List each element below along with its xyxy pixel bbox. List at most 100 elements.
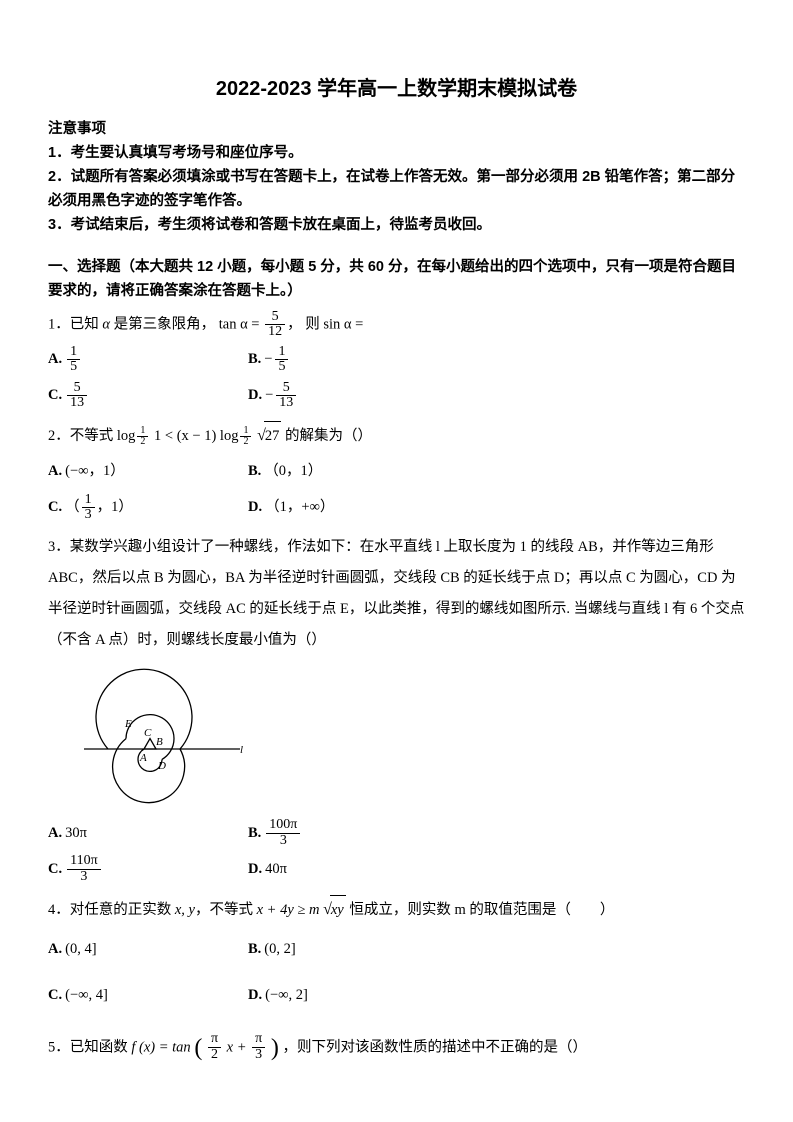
q2-sqrt: 27 bbox=[257, 420, 281, 452]
opt-label-a: A. bbox=[48, 348, 62, 371]
q2-c-den: 3 bbox=[82, 508, 95, 523]
q2-options-2: C. （ 13 ，1） D.（1，+∞） bbox=[48, 490, 745, 526]
q3-c-den: 3 bbox=[67, 870, 101, 885]
q1-a-den: 5 bbox=[67, 360, 80, 375]
q2-prefix: 2．不等式 bbox=[48, 428, 117, 444]
opt-label-b: B. bbox=[248, 822, 261, 845]
q2-base1: 12 bbox=[137, 426, 148, 448]
q2-radicand: 27 bbox=[264, 421, 282, 451]
page-title: 2022-2023 学年高一上数学期末模拟试卷 bbox=[48, 72, 745, 101]
svg-text:D: D bbox=[157, 760, 166, 772]
q3-a-val: 30π bbox=[65, 822, 87, 845]
q5-mid: x + bbox=[227, 1039, 247, 1055]
question-2: 2．不等式 log12 1 < (x − 1) log12 27 的解集为（） bbox=[48, 420, 745, 452]
instruction-1: 1．考生要认真填写考场号和座位序号。 bbox=[48, 142, 745, 166]
q1-prefix: 1．已知 bbox=[48, 316, 102, 332]
q3-figure: A B C D E l bbox=[48, 665, 745, 810]
q1-tan-den: 12 bbox=[265, 325, 285, 340]
q4-d-val: (−∞, 2] bbox=[265, 984, 308, 1007]
opt-label-b: B. bbox=[248, 460, 261, 483]
q2-log1: log bbox=[117, 428, 136, 444]
q4-a-val: (0, 4] bbox=[65, 938, 96, 961]
svg-text:l: l bbox=[240, 744, 243, 756]
q5-frac1: π2 bbox=[208, 1032, 221, 1062]
q3-opt-d: D.40π bbox=[248, 852, 448, 888]
q4-vars: x, y bbox=[175, 902, 195, 918]
question-4: 4．对任意的正实数 x, y，不等式 x + 4y ≥ m xy 恒成立，则实数… bbox=[48, 894, 745, 926]
q5-frac2: π3 bbox=[252, 1032, 265, 1062]
question-1: 1．已知 α 是第三象限角， tan α = 5 12 ， 则 sin α = bbox=[48, 310, 745, 340]
q4-mid: ，不等式 bbox=[195, 902, 257, 918]
question-5: 5．已知函数 f (x) = tan ( π2 x + π3 ) ，则下列对该函… bbox=[48, 1024, 745, 1072]
svg-text:B: B bbox=[156, 736, 163, 748]
q1-b-frac: 15 bbox=[275, 345, 288, 375]
opt-label-a: A. bbox=[48, 822, 62, 845]
q2-mid: 1 < (x − 1) log bbox=[154, 428, 238, 444]
q1-opt-c: C. 513 bbox=[48, 378, 248, 414]
q2-opt-c: C. （ 13 ，1） bbox=[48, 490, 248, 526]
q2-c-pre: （ bbox=[65, 496, 80, 519]
q1-mid1: 是第三象限角， bbox=[110, 316, 219, 332]
section-1-heading: 一、选择题（本大题共 12 小题，每小题 5 分，共 60 分，在每小题给出的四… bbox=[48, 256, 745, 304]
q3-c-num: 110π bbox=[67, 854, 101, 870]
q2-opt-a: A.(−∞，1） bbox=[48, 454, 248, 490]
q2-base2: 12 bbox=[240, 426, 251, 448]
q1-opt-d: D. − 513 bbox=[248, 378, 448, 414]
q1-b-neg: − bbox=[264, 348, 272, 371]
q1-opt-a: A. 15 bbox=[48, 342, 248, 378]
q4-opt-b: B.(0, 2] bbox=[248, 932, 448, 968]
q5-func: f (x) = tan bbox=[131, 1039, 190, 1055]
q4-sqrt: xy bbox=[323, 894, 346, 926]
exam-page: 2022-2023 学年高一上数学期末模拟试卷 注意事项 1．考生要认真填写考场… bbox=[0, 0, 793, 1122]
q2-a-val: (−∞，1） bbox=[65, 460, 125, 483]
notice-heading: 注意事项 bbox=[48, 117, 745, 138]
spiral-icon: A B C D E l bbox=[48, 665, 248, 805]
q1-d-den: 13 bbox=[276, 396, 296, 411]
opt-label-c: C. bbox=[48, 858, 62, 881]
q1-d-num: 5 bbox=[276, 381, 296, 397]
q3-options: A.30π B. 100π3 bbox=[48, 816, 745, 852]
q2-c-frac: 13 bbox=[82, 493, 95, 523]
opt-label-c: C. bbox=[48, 496, 62, 519]
q4-suffix: 恒成立，则实数 m 的取值范围是（ ） bbox=[349, 902, 614, 918]
opt-label-c: C. bbox=[48, 384, 62, 407]
q1-options-2: C. 513 D. − 513 bbox=[48, 378, 745, 414]
q5-suffix: ，则下列对该函数性质的描述中不正确的是（） bbox=[282, 1039, 587, 1055]
q4-opt-c: C.(−∞, 4] bbox=[48, 978, 248, 1014]
opt-label-d: D. bbox=[248, 496, 262, 519]
q4-options-2: C.(−∞, 4] D.(−∞, 2] bbox=[48, 978, 745, 1014]
q1-b-den: 5 bbox=[275, 360, 288, 375]
opt-label-b: B. bbox=[248, 938, 261, 961]
q3-c-frac: 110π3 bbox=[67, 854, 101, 884]
q2-b-val: （0，1） bbox=[264, 460, 322, 483]
q3-b-den: 3 bbox=[266, 834, 300, 849]
q4-options: A.(0, 4] B.(0, 2] bbox=[48, 932, 745, 968]
q5-f2-den: 3 bbox=[252, 1048, 265, 1063]
q1-sin: sin α = bbox=[323, 316, 363, 332]
q5-prefix: 5．已知函数 bbox=[48, 1039, 131, 1055]
q3-d-val: 40π bbox=[265, 858, 287, 881]
q5-f1-num: π bbox=[208, 1032, 221, 1048]
opt-label-d: D. bbox=[248, 984, 262, 1007]
opt-label-b: B. bbox=[248, 348, 261, 371]
instruction-2: 2．试题所有答案必须填涂或书写在答题卡上，在试卷上作答无效。第一部分必须用 2B… bbox=[48, 166, 745, 214]
q4-b-val: (0, 2] bbox=[264, 938, 295, 961]
q4-radicand: xy bbox=[330, 895, 346, 925]
q5-lparen: ( bbox=[194, 1035, 202, 1061]
q1-b-num: 1 bbox=[275, 345, 288, 361]
instruction-3: 3．考试结束后，考生须将试卷和答题卡放在桌面上，待监考员收回。 bbox=[48, 214, 745, 238]
q4-prefix: 4．对任意的正实数 bbox=[48, 902, 175, 918]
q1-tan-frac: 5 12 bbox=[265, 310, 285, 340]
opt-label-d: D. bbox=[248, 384, 262, 407]
q1-opt-b: B. − 15 bbox=[248, 342, 448, 378]
q5-f1-den: 2 bbox=[208, 1048, 221, 1063]
q2-options: A.(−∞，1） B.（0，1） bbox=[48, 454, 745, 490]
q2-c-num: 1 bbox=[82, 493, 95, 509]
svg-text:C: C bbox=[144, 727, 152, 739]
q1-d-neg: − bbox=[265, 384, 273, 407]
q4-opt-d: D.(−∞, 2] bbox=[248, 978, 448, 1014]
q1-tan-num: 5 bbox=[265, 310, 285, 326]
q2-opt-b: B.（0，1） bbox=[248, 454, 448, 490]
q3-opt-a: A.30π bbox=[48, 816, 248, 852]
opt-label-a: A. bbox=[48, 938, 62, 961]
